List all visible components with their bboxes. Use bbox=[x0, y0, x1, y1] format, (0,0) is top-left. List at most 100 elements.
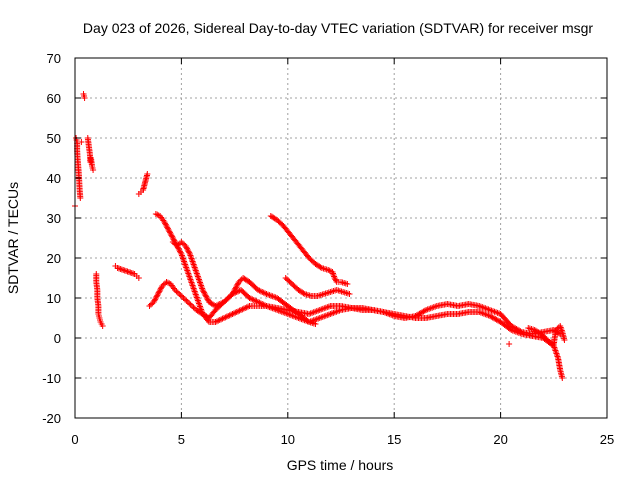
data-point bbox=[197, 281, 204, 287]
data-point bbox=[286, 278, 293, 285]
data-point bbox=[516, 327, 523, 334]
data-point bbox=[156, 288, 163, 295]
data-point bbox=[184, 269, 191, 275]
data-point bbox=[181, 296, 188, 303]
chart-title: Day 023 of 2026, Sidereal Day-to-day VTE… bbox=[83, 20, 593, 36]
data-point bbox=[485, 312, 492, 319]
data-point bbox=[150, 299, 157, 305]
data-point bbox=[196, 278, 203, 284]
data-point bbox=[252, 284, 259, 291]
data-point bbox=[192, 266, 199, 272]
data-point bbox=[379, 308, 386, 315]
data-point bbox=[332, 276, 339, 283]
data-point bbox=[97, 317, 104, 323]
data-point bbox=[184, 299, 191, 305]
data-point bbox=[284, 228, 291, 235]
data-point bbox=[218, 316, 225, 323]
data-point bbox=[539, 332, 546, 339]
data-point bbox=[552, 349, 559, 355]
data-point bbox=[160, 281, 167, 288]
data-point bbox=[176, 248, 183, 255]
y-tick-label: 60 bbox=[47, 91, 61, 106]
y-tick-label: 20 bbox=[47, 251, 61, 266]
data-point bbox=[218, 300, 225, 307]
data-point bbox=[252, 297, 259, 304]
data-point bbox=[193, 294, 200, 301]
data-point bbox=[225, 313, 232, 319]
y-tick-label: 30 bbox=[47, 211, 61, 226]
data-point bbox=[199, 285, 206, 292]
x-tick-label: 25 bbox=[600, 432, 614, 447]
data-point bbox=[389, 312, 396, 319]
data-point bbox=[259, 289, 266, 295]
data-point bbox=[168, 232, 175, 239]
data-point bbox=[215, 317, 222, 324]
data-point bbox=[233, 309, 240, 315]
data-point bbox=[152, 296, 159, 303]
data-point bbox=[190, 260, 197, 266]
data-point bbox=[177, 292, 184, 299]
data-point bbox=[239, 306, 246, 313]
data-point bbox=[165, 227, 172, 233]
data-point bbox=[219, 315, 226, 322]
data-point bbox=[151, 297, 158, 304]
data-point bbox=[474, 302, 481, 309]
data-point bbox=[331, 273, 338, 280]
data-point bbox=[194, 297, 201, 304]
data-point bbox=[99, 323, 106, 329]
data-point bbox=[292, 284, 299, 291]
data-point bbox=[190, 261, 197, 268]
x-tick-label: 5 bbox=[178, 432, 185, 447]
data-point bbox=[189, 281, 196, 287]
data-point bbox=[164, 225, 171, 232]
data-point bbox=[554, 353, 561, 360]
data-point bbox=[242, 305, 249, 311]
data-point bbox=[272, 306, 279, 313]
data-point bbox=[201, 289, 208, 296]
data-point bbox=[506, 320, 513, 327]
data-point bbox=[197, 279, 204, 286]
data-point bbox=[299, 289, 306, 296]
data-point bbox=[530, 326, 537, 333]
data-point bbox=[192, 290, 199, 296]
data-point bbox=[154, 211, 161, 218]
data-point bbox=[171, 240, 178, 247]
x-tick-label: 10 bbox=[281, 432, 295, 447]
data-point bbox=[188, 279, 195, 286]
data-point bbox=[235, 279, 242, 285]
data-point bbox=[189, 258, 196, 265]
data-point bbox=[215, 301, 222, 308]
data-point bbox=[182, 261, 189, 268]
data-point bbox=[191, 264, 198, 271]
data-point bbox=[135, 275, 142, 281]
data-point bbox=[195, 299, 202, 305]
data-point bbox=[233, 284, 240, 291]
data-point bbox=[178, 239, 185, 245]
data-point bbox=[228, 311, 235, 318]
data-point bbox=[164, 279, 171, 286]
data-point bbox=[146, 303, 153, 309]
y-tick-label: 40 bbox=[47, 171, 61, 186]
data-point bbox=[209, 301, 216, 308]
data-point bbox=[176, 291, 183, 297]
data-point bbox=[277, 220, 284, 227]
data-point bbox=[154, 291, 161, 297]
data-point bbox=[230, 288, 237, 295]
data-point bbox=[167, 229, 174, 236]
data-point bbox=[89, 165, 96, 171]
data-point bbox=[210, 319, 217, 325]
data-point bbox=[542, 335, 549, 341]
data-point bbox=[213, 302, 220, 309]
data-point bbox=[189, 257, 196, 263]
data-point bbox=[259, 301, 266, 307]
data-point bbox=[230, 289, 237, 296]
data-point bbox=[234, 281, 241, 288]
data-point bbox=[237, 307, 244, 313]
data-point bbox=[194, 296, 201, 302]
data-point bbox=[233, 283, 240, 289]
y-tick-label: 70 bbox=[47, 51, 61, 66]
data-point bbox=[77, 193, 84, 200]
data-point bbox=[185, 270, 192, 277]
data-point bbox=[183, 264, 190, 271]
data-point bbox=[184, 267, 191, 274]
